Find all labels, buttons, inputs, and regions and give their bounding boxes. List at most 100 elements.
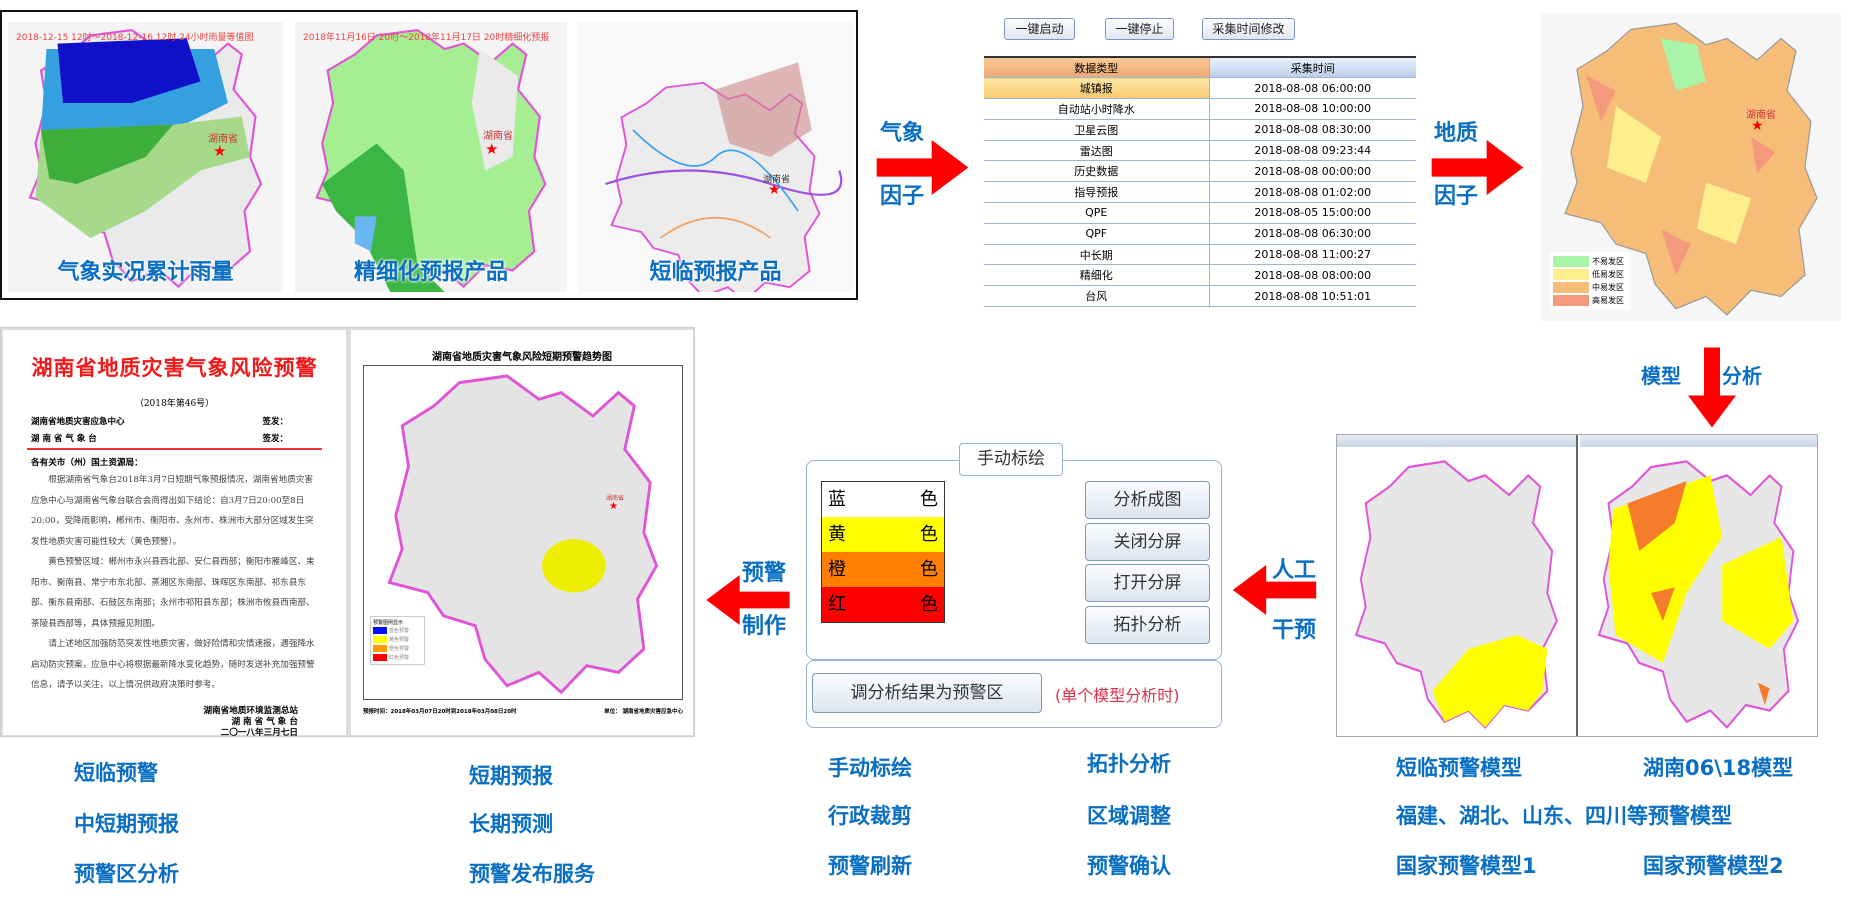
paragraph: 请上述地区加强防范突发性地质灾害，做好险情和灾情速报，遇强降水启动防灾预案，应急… [31, 639, 315, 690]
footer-line: 湖南省地质环境监测总站 [203, 705, 298, 716]
footer-line: 湖 南 省 气 象 台 [231, 716, 298, 727]
map-caption: 短临预报产品 [649, 260, 782, 285]
collection-table: 数据类型 采集时间 城镇报 2018-08-08 06:00:00 自动站小时降水 2… [984, 56, 1416, 308]
panel-title: 手动标绘 [959, 443, 1063, 476]
data-type-cell: 卫星云图 [984, 119, 1210, 141]
city-label: 湖南省 [483, 131, 513, 142]
legend-item: 红色预警 [373, 653, 422, 662]
feature-label: 湖南06\18模型 [1643, 756, 1794, 780]
feature-label: 国家预警模型1 [1396, 854, 1537, 878]
close-split-button[interactable]: 关闭分屏 [1085, 523, 1210, 561]
capital-star-icon: ★ [609, 501, 618, 512]
table-row[interactable]: 城镇报 2018-08-08 06:00:00 [984, 77, 1416, 100]
table-row[interactable]: QPE 2018-08-05 15:00:00 [984, 202, 1416, 224]
analyze-map-button[interactable]: 分析成图 [1085, 481, 1210, 519]
apply-result-button[interactable]: 调分析结果为预警区 [812, 673, 1042, 713]
table-row[interactable]: QPF 2018-08-08 06:30:00 [984, 223, 1416, 245]
arrow-left-icon [1232, 565, 1317, 615]
geology-legend: 不易发区低易发区中易发区高易发区 [1550, 252, 1630, 310]
legend-label: 红色预警 [389, 655, 410, 661]
table-row[interactable]: 中长期 2018-08-08 11:00:27 [984, 244, 1416, 266]
color-option[interactable]: 蓝色 [822, 482, 944, 517]
feature-label: 预警区分析 [74, 862, 179, 886]
paragraph: 黄色预警区域：郴州市永兴县西北部、安仁县西部；衡阳市雁峰区、耒阳市、衡南县、常宁… [31, 557, 315, 629]
legend-swatch [1553, 269, 1589, 280]
table-row[interactable]: 雷达图 2018-08-08 09:23:44 [984, 140, 1416, 162]
table-row[interactable]: 历史数据 2018-08-08 00:00:00 [984, 160, 1416, 183]
collect-time-cell: 2018-08-08 10:51:01 [1209, 285, 1416, 308]
color-option[interactable]: 红色 [822, 587, 944, 622]
issuer: 湖南省地质灾害应急中心 [31, 417, 125, 427]
city-label: 湖南省 [1746, 110, 1776, 121]
legend-item: 橙色预警 [373, 644, 422, 653]
open-split-button[interactable]: 打开分屏 [1085, 564, 1210, 602]
start-all-button[interactable]: 一键启动 [1004, 18, 1075, 40]
salutation: 各有关市（州）国土资源局： [31, 458, 143, 468]
geology-susceptibility-map: 湖南省 ★ 不易发区 低易发区 中易发区 高易发区 [1541, 14, 1841, 321]
table-row[interactable]: 精细化 2018-08-08 08:00:00 [984, 264, 1416, 287]
map-footer-unit: 单位： 湖南省地质灾害应急中心 [604, 709, 683, 715]
rainfall-map: 2018-12-15 12时～2018-12-16 12时 24小时雨量等值图 … [8, 22, 283, 292]
col-collect-time[interactable]: 采集时间 [1209, 57, 1416, 79]
feature-label: 短临预警模型 [1396, 756, 1522, 780]
city-label: 湖南省 [208, 134, 238, 145]
collect-time-cell: 2018-08-08 06:30:00 [1209, 223, 1416, 245]
data-type-cell: 指导预报 [984, 181, 1210, 204]
collect-time-cell: 2018-08-08 01:02:00 [1209, 181, 1416, 204]
arrow-label: 气象 [880, 121, 925, 146]
legend-swatch [373, 627, 387, 634]
data-type-cell: 中长期 [984, 244, 1210, 266]
color-table: 蓝色黄色橙色红色 [821, 481, 945, 623]
collect-time-cell: 2018-08-08 06:00:00 [1209, 77, 1416, 100]
arrow-label: 因子 [880, 184, 925, 209]
legend-label: 黄色预警 [389, 637, 410, 643]
stop-all-button[interactable]: 一键停止 [1105, 18, 1174, 40]
capital-star-icon: ★ [485, 140, 499, 158]
legend-label: 中易发区 [1592, 283, 1624, 292]
map-caption: 精细化预报产品 [353, 260, 508, 285]
color-name: 黄 [828, 524, 846, 545]
model-panel-right[interactable] [1580, 435, 1817, 736]
arrow-label: 干预 [1272, 618, 1317, 643]
col-data-type[interactable]: 数据类型 [984, 57, 1210, 79]
nowcast-map: 湖南省 ★ 短临预报产品 [578, 22, 853, 292]
color-option[interactable]: 黄色 [822, 517, 944, 552]
document-page-text: 湖南省地质灾害气象风险预警 （2018年第46号） 湖南省地质灾害应急中心 签发：… [3, 330, 346, 738]
single-model-note: (单个模型分析时) [1055, 686, 1180, 705]
document-title: 湖南省地质灾害气象风险预警 [31, 356, 318, 380]
arrow-label: 制作 [742, 614, 787, 639]
table-row[interactable]: 台风 2018-08-08 10:51:01 [984, 285, 1416, 308]
table-row[interactable]: 自动站小时降水 2018-08-08 10:00:00 [984, 98, 1416, 120]
collect-time-cell: 2018-08-08 09:23:44 [1209, 140, 1416, 162]
table-row[interactable]: 指导预报 2018-08-08 01:02:00 [984, 181, 1416, 204]
topology-analysis-button[interactable]: 拓扑分析 [1085, 606, 1210, 644]
collect-time-cell: 2018-08-08 10:00:00 [1209, 98, 1416, 120]
legend-swatch [373, 654, 387, 661]
weather-products-box: 2018-12-15 12时～2018-12-16 12时 24小时雨量等值图 … [0, 10, 858, 300]
legend-swatch [1553, 295, 1589, 306]
legend-item: 不易发区 [1553, 255, 1627, 268]
color-option[interactable]: 橙色 [822, 552, 944, 587]
collect-time-cell: 2018-08-08 08:00:00 [1209, 264, 1416, 287]
legend-item: 高易发区 [1553, 294, 1627, 307]
model-panel-left[interactable] [1337, 435, 1578, 736]
map-caption: 气象实况累计雨量 [57, 260, 234, 285]
legend-item: 黄色预警 [373, 635, 422, 644]
edit-collect-time-button[interactable]: 采集时间修改 [1202, 18, 1295, 40]
map-footer-time: 预报时间：2018年03月07日20时到2018年03月08日20时 [363, 709, 517, 715]
feature-label: 预警确认 [1087, 854, 1171, 878]
issuer: 湖 南 省 气 象 台 [31, 434, 97, 444]
color-suffix: 色 [920, 559, 938, 580]
color-suffix: 色 [920, 594, 938, 615]
warning-map: 湖南省 ★ 预警图例显示 蓝色预警 黄色预警 橙色预警 红色预警 [363, 365, 683, 700]
table-row[interactable]: 卫星云图 2018-08-08 08:30:00 [984, 119, 1416, 141]
warning-document: 湖南省地质灾害气象风险预警 （2018年第46号） 湖南省地质灾害应急中心 签发：… [0, 327, 695, 738]
data-type-cell: 精细化 [984, 264, 1210, 287]
collect-time-cell: 2018-08-08 00:00:00 [1209, 160, 1416, 183]
arrow-label: 因子 [1434, 184, 1479, 209]
arrow-label: 地质 [1434, 121, 1479, 146]
legend-label: 低易发区 [1592, 270, 1624, 279]
warning-legend: 预警图例显示 蓝色预警 黄色预警 橙色预警 红色预警 [370, 616, 425, 665]
map-subtitle: 2018-12-15 12时～2018-12-16 12时 24小时雨量等值图 [16, 33, 254, 43]
feature-label: 行政裁剪 [828, 804, 912, 828]
